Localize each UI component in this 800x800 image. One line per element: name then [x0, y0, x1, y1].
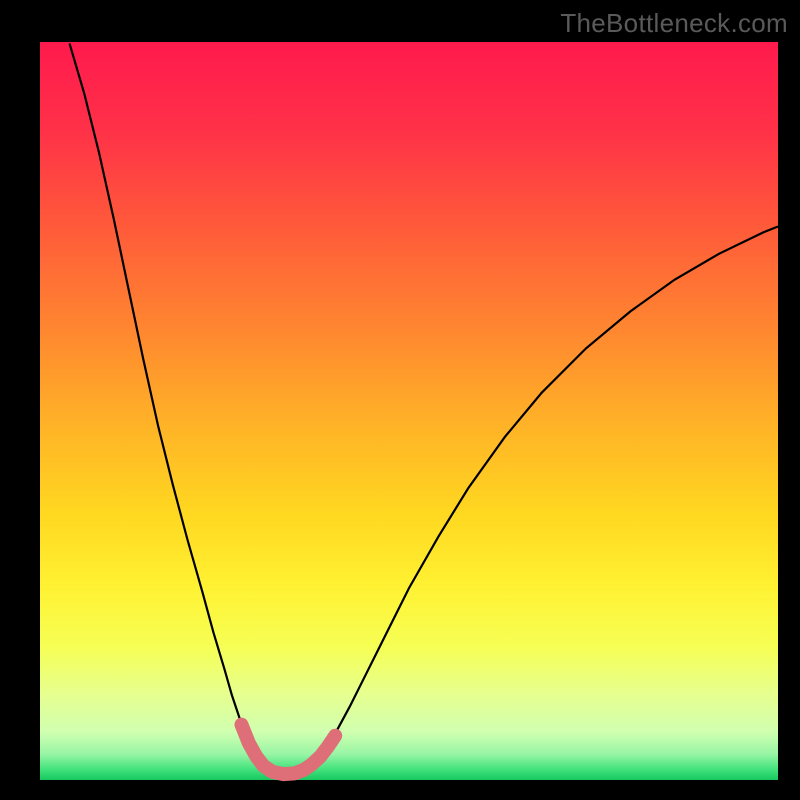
watermark-text: TheBottleneck.com — [560, 8, 788, 39]
chart-canvas: TheBottleneck.com — [0, 0, 800, 800]
plot-svg — [40, 42, 778, 780]
plot-area — [40, 42, 778, 780]
gradient-bg — [40, 42, 778, 780]
